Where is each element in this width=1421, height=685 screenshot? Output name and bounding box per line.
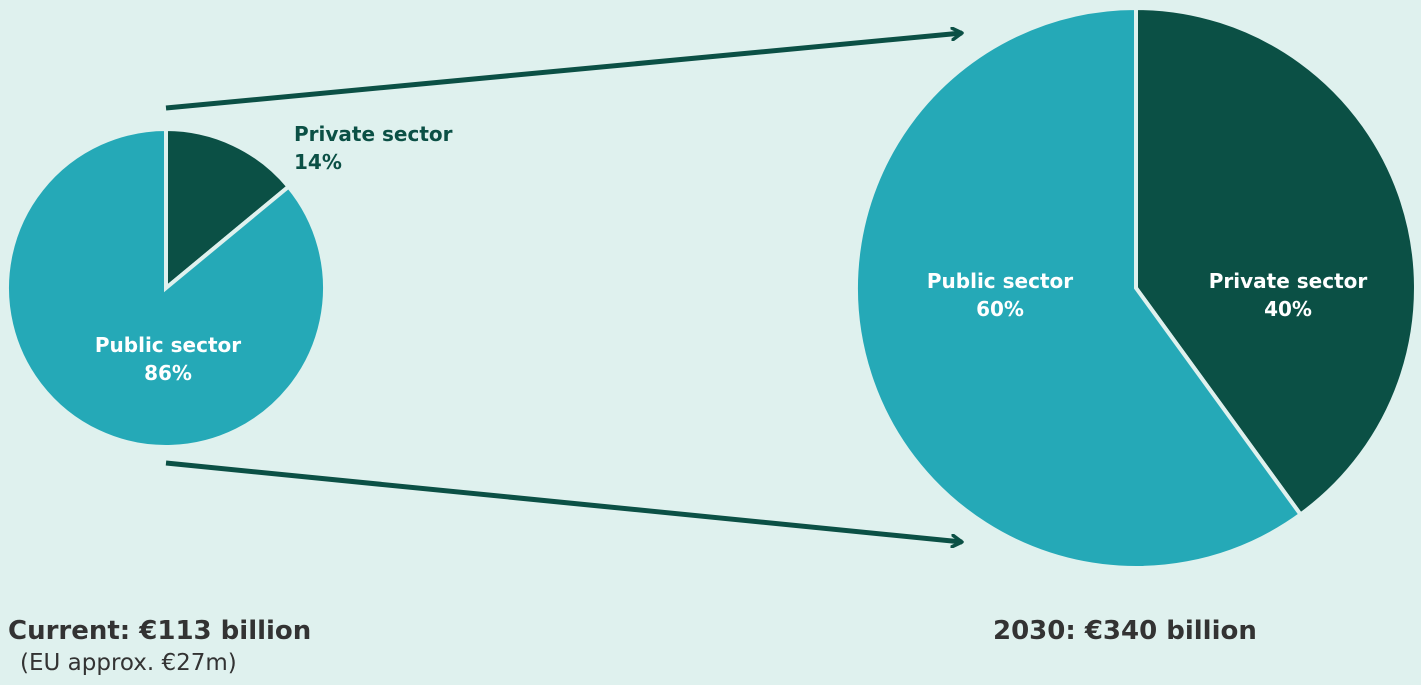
caption-2030-total: 2030: €340 billion	[993, 616, 1257, 646]
slice-label-public-sector: Public sector 86%	[95, 333, 241, 385]
slice-label-public-sector: Public sector 60%	[927, 269, 1073, 321]
slice-label-name: Public sector	[927, 269, 1073, 293]
pie-slice-private-sector	[164, 126, 292, 293]
pie-2030: Private sector 40% Public sector 60%	[854, 5, 1418, 570]
slice-label-private-sector: Private sector 14%	[294, 122, 453, 174]
pie-slice-public-sector	[854, 5, 1304, 570]
caption-current: Current: €113 billion (EU approx. €27m)	[8, 614, 311, 678]
pie-slice-public-sector	[5, 126, 327, 449]
growth-arrows	[165, 33, 962, 542]
slice-label-name: Public sector	[95, 333, 241, 357]
arrow-bottom	[165, 460, 962, 542]
slice-label-value: 40%	[1264, 297, 1312, 321]
arrow-top	[165, 33, 962, 111]
slice-label-name: Private sector	[1209, 269, 1368, 293]
slice-label-value: 60%	[976, 297, 1024, 321]
slice-label-private-sector: Private sector 40%	[1209, 269, 1368, 321]
pie-current: Private sector 14% Public sector 86%	[5, 122, 453, 449]
slice-label-name: Private sector	[294, 122, 453, 146]
slice-label-value: 14%	[294, 150, 342, 174]
caption-current-eu: (EU approx. €27m)	[20, 650, 237, 676]
caption-current-total: Current: €113 billion	[8, 616, 312, 646]
slice-label-value: 86%	[144, 361, 192, 385]
pie-slice-private-sector	[1134, 5, 1418, 518]
